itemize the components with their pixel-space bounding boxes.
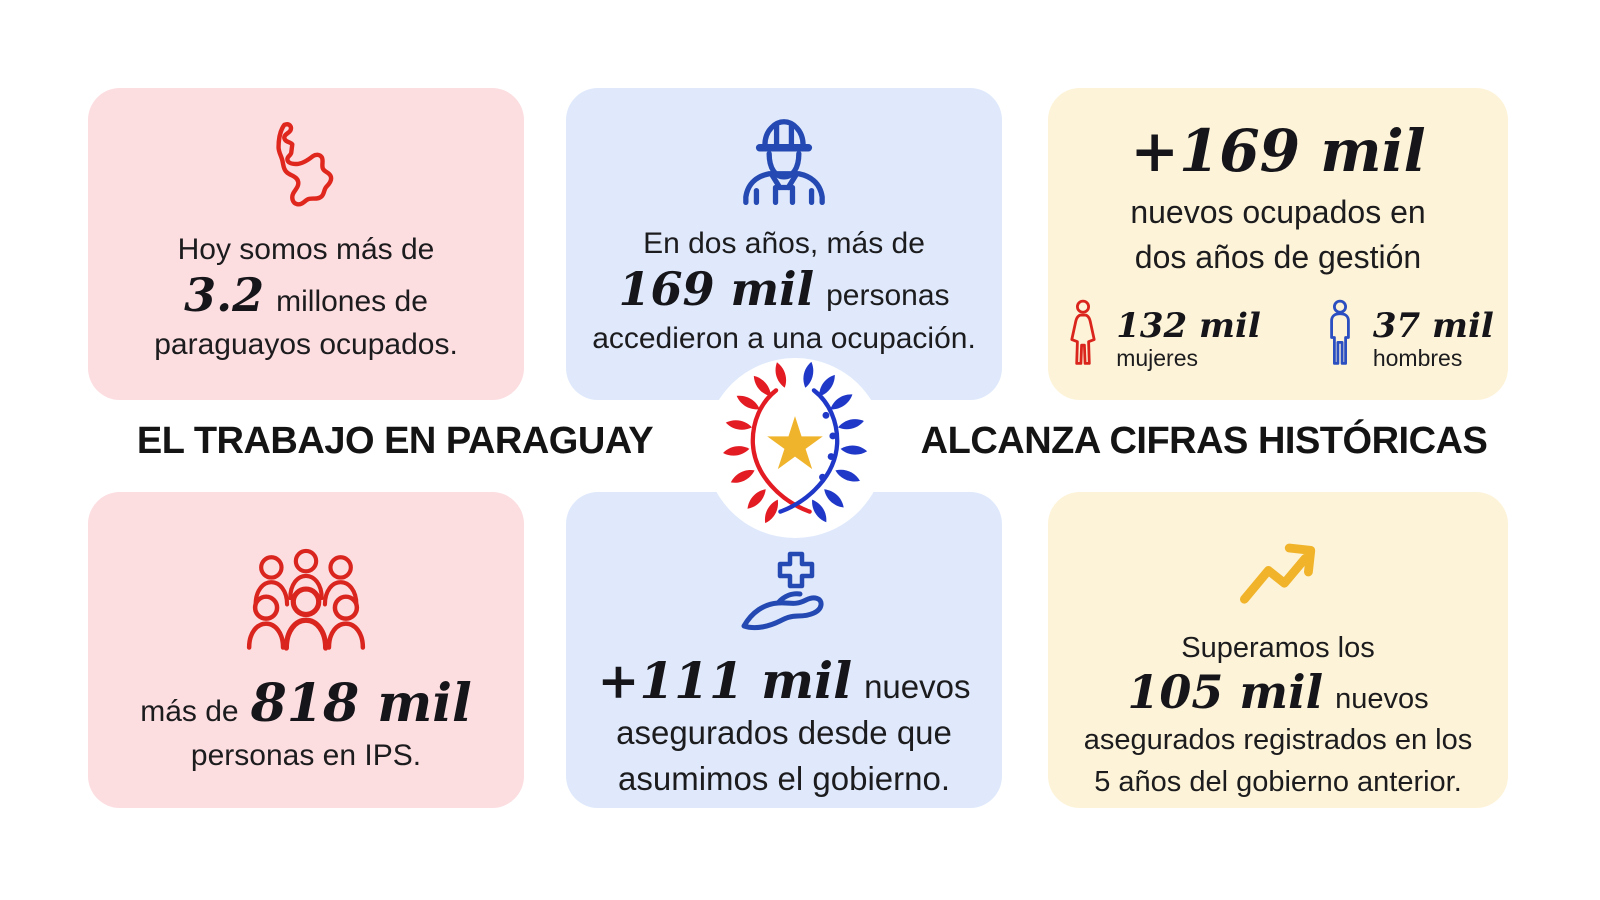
stat-number-headline: +169 mil [1130,117,1426,185]
paraguay-emblem-icon [722,362,868,526]
text-line: 5 años del gobierno anterior. [1094,765,1462,798]
card-comparacion: Superamos los 105 mil nuevos asegurados r… [1048,492,1508,808]
text-line: millones de [276,284,428,318]
text-line: asegurados desde que [616,714,952,752]
woman-icon [1070,299,1096,365]
trend-up-arrow-icon [1240,543,1316,604]
man-icon [1330,299,1350,365]
text-line: nuevos [864,668,971,705]
text-line: personas [826,278,950,312]
stat-mujeres: 132 mil mujeres [1062,296,1261,372]
card-comparacion-text: Superamos los 105 mil nuevos asegurados r… [1084,628,1473,803]
card-ocupados-total: Hoy somos más de 3.2 millones de paraguay… [88,88,524,400]
card-asegurados-text: +111 mil nuevos asegurados desde que asum… [598,656,971,803]
text-line: más de [140,695,239,728]
paraguay-emblem-circle [705,358,885,538]
card-acceso-text: En dos años, más de 169 mil personas acce… [592,222,976,361]
text-line: Hoy somos más de [177,233,435,266]
card-acceso-ocupacion: En dos años, más de 169 mil personas acce… [566,88,1002,400]
star-icon [767,416,823,470]
card-nuevos-ocupados-text: nuevos ocupados en dos años de gestión [1130,190,1425,280]
stat-number: 3.2 [184,267,265,322]
stat-value: 132 mil [1116,305,1261,346]
stat-hombres: 37 mil hombres [1319,296,1494,372]
main-title-left: EL TRABAJO EN PARAGUAY [136,420,654,462]
text-line: accedieron a una ocupación. [592,322,976,355]
stat-number: 105 mil [1127,665,1324,720]
text-line: nuevos ocupados en [1130,194,1426,230]
text-line: Superamos los [1181,632,1375,664]
card-nuevos-ocupados: +169 mil nuevos ocupados en dos años de … [1048,88,1508,400]
card-asegurados: +111 mil nuevos asegurados desde que asum… [566,492,1002,808]
text-line: nuevos [1335,683,1429,716]
text-line: dos años de gestión [1134,238,1422,275]
stat-number: 818 mil [250,673,472,734]
text-line: personas en IPS. [190,738,422,772]
text-line: paraguayos ocupados. [154,328,458,361]
stat-label: mujeres [1116,344,1199,371]
text-line: asegurados registrados en los [1083,724,1473,757]
paraguay-map-icon [276,122,334,207]
stat-label: hombres [1372,344,1463,371]
text-line: En dos años, más de [643,227,925,260]
hand-medical-icon [741,551,824,631]
card-ips-text: más de 818 mil personas en IPS. [140,678,472,777]
card-ocupados-text: Hoy somos más de 3.2 millones de paraguay… [154,228,458,367]
main-title-right: ALCANZA CIFRAS HISTÓRICAS [920,420,1488,462]
card-ips: más de 818 mil personas en IPS. [88,492,524,808]
gender-stats-row: 132 mil mujeres 37 mil hombres [1062,296,1494,372]
construction-worker-icon [743,119,825,205]
people-group-icon [243,544,369,652]
stat-number: +111 mil [597,651,853,710]
stat-value: 37 mil [1372,305,1494,346]
text-line: asumimos el gobierno. [618,760,950,798]
stat-number: 169 mil [618,261,815,316]
